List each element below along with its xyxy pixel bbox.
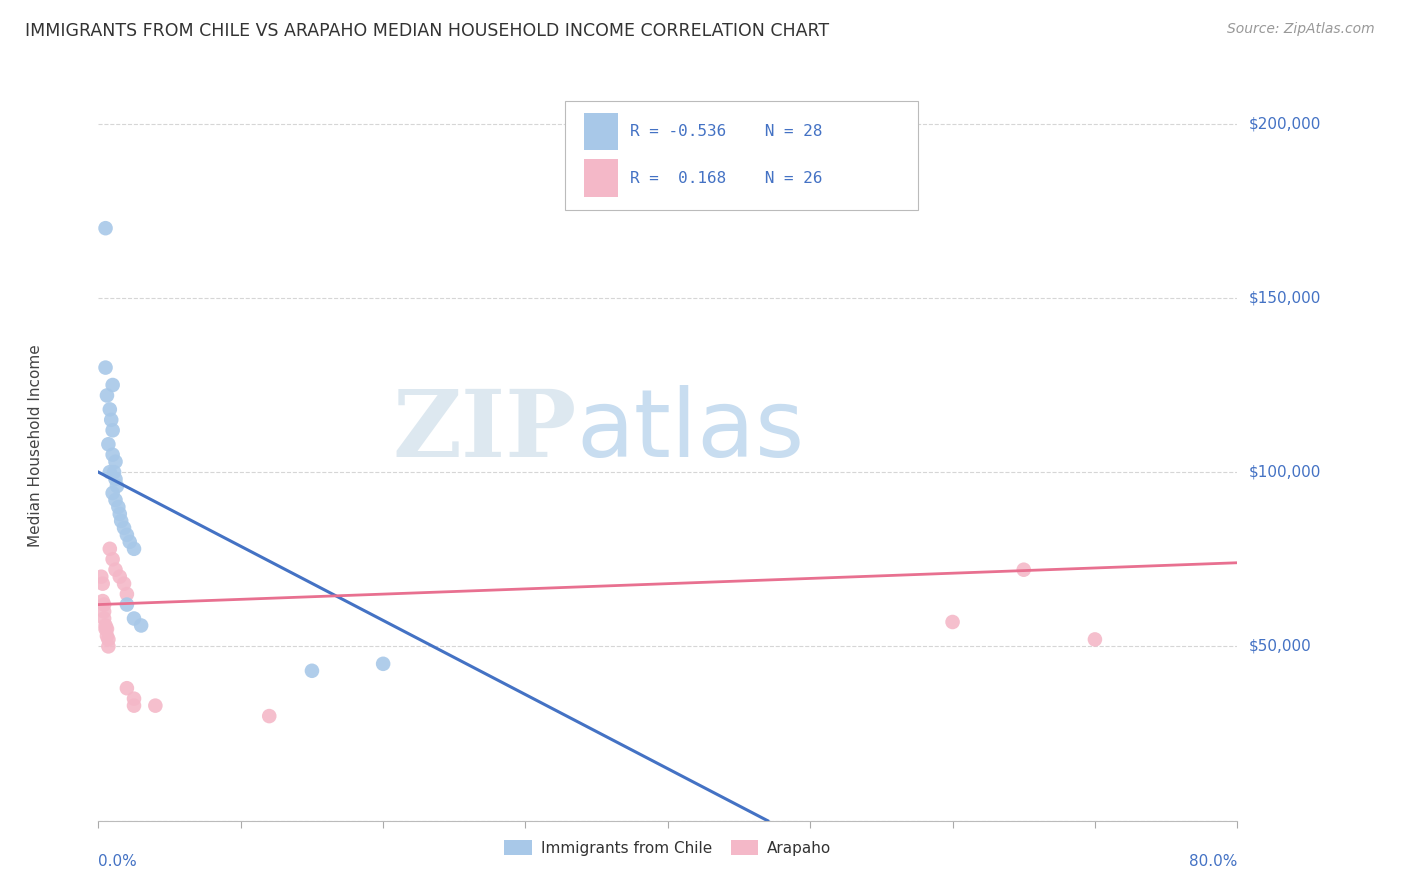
Point bbox=[942, 615, 965, 629]
Point bbox=[259, 709, 281, 723]
Point bbox=[96, 622, 118, 636]
Text: 80.0%: 80.0% bbox=[1189, 855, 1237, 870]
Point bbox=[101, 486, 124, 500]
Point bbox=[115, 528, 138, 542]
Text: $200,000: $200,000 bbox=[1249, 116, 1320, 131]
Text: ZIP: ZIP bbox=[392, 386, 576, 476]
Text: $50,000: $50,000 bbox=[1249, 639, 1312, 654]
Point bbox=[93, 605, 115, 619]
Text: $100,000: $100,000 bbox=[1249, 465, 1320, 480]
Point bbox=[101, 448, 124, 462]
Point bbox=[94, 622, 117, 636]
Text: IMMIGRANTS FROM CHILE VS ARAPAHO MEDIAN HOUSEHOLD INCOME CORRELATION CHART: IMMIGRANTS FROM CHILE VS ARAPAHO MEDIAN … bbox=[25, 22, 830, 40]
Text: Median Household Income: Median Household Income bbox=[28, 344, 44, 548]
Point bbox=[122, 698, 145, 713]
Point bbox=[96, 629, 118, 643]
Point bbox=[104, 455, 127, 469]
Point bbox=[101, 378, 124, 392]
Point bbox=[122, 691, 145, 706]
Point bbox=[105, 479, 128, 493]
Point bbox=[129, 618, 152, 632]
Point bbox=[103, 465, 125, 479]
Point bbox=[101, 552, 124, 566]
Point bbox=[1012, 563, 1035, 577]
Legend: Immigrants from Chile, Arapaho: Immigrants from Chile, Arapaho bbox=[498, 834, 838, 862]
Point bbox=[96, 388, 118, 402]
Point bbox=[112, 576, 135, 591]
Point bbox=[122, 541, 145, 556]
Text: R = -0.536    N = 28: R = -0.536 N = 28 bbox=[630, 124, 823, 139]
Point bbox=[100, 413, 122, 427]
Point bbox=[91, 576, 114, 591]
Point bbox=[122, 611, 145, 625]
Point bbox=[97, 632, 120, 647]
Point bbox=[97, 437, 120, 451]
Point bbox=[97, 640, 120, 654]
Point bbox=[107, 500, 129, 514]
Point bbox=[98, 541, 121, 556]
Point bbox=[101, 423, 124, 437]
Point bbox=[104, 472, 127, 486]
Point bbox=[104, 563, 127, 577]
Point bbox=[91, 594, 114, 608]
Point bbox=[90, 570, 112, 584]
Point bbox=[118, 534, 141, 549]
Point bbox=[94, 360, 117, 375]
Point bbox=[112, 521, 135, 535]
Point bbox=[93, 611, 115, 625]
Text: atlas: atlas bbox=[576, 385, 806, 477]
Point bbox=[98, 402, 121, 417]
Point bbox=[94, 221, 117, 235]
Point bbox=[108, 570, 131, 584]
Point bbox=[115, 587, 138, 601]
FancyBboxPatch shape bbox=[583, 113, 617, 151]
Point bbox=[115, 598, 138, 612]
Point bbox=[93, 598, 115, 612]
Point bbox=[301, 664, 323, 678]
Text: Source: ZipAtlas.com: Source: ZipAtlas.com bbox=[1227, 22, 1375, 37]
Point bbox=[104, 493, 127, 508]
Point bbox=[115, 681, 138, 696]
Text: $150,000: $150,000 bbox=[1249, 291, 1320, 305]
Point bbox=[94, 618, 117, 632]
Point bbox=[145, 698, 167, 713]
Point bbox=[108, 507, 131, 521]
FancyBboxPatch shape bbox=[565, 102, 918, 210]
Point bbox=[373, 657, 395, 671]
FancyBboxPatch shape bbox=[583, 160, 617, 197]
Point bbox=[98, 465, 121, 479]
Text: R =  0.168    N = 26: R = 0.168 N = 26 bbox=[630, 170, 823, 186]
Point bbox=[110, 514, 132, 528]
Point bbox=[1084, 632, 1107, 647]
Text: 0.0%: 0.0% bbox=[98, 855, 138, 870]
